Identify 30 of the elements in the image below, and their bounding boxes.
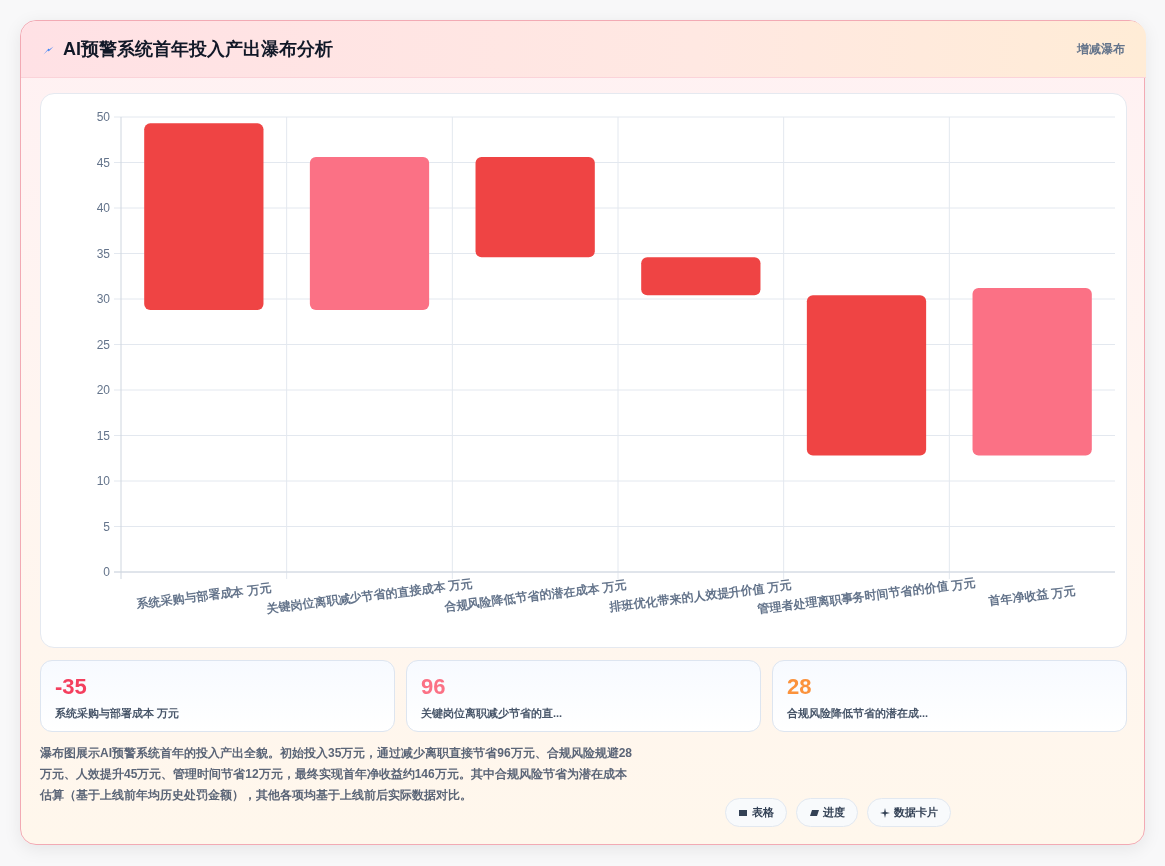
y-tick-label: 10 bbox=[96, 474, 111, 488]
text: 关键岗位离职减少节省的直... bbox=[421, 706, 563, 721]
y-tick-label: 15 bbox=[96, 428, 111, 443]
bar bbox=[972, 288, 1092, 456]
y-tick-label: 40 bbox=[96, 201, 111, 215]
y-tick-label: 30 bbox=[96, 292, 111, 306]
text: 增减瀑布 bbox=[1077, 41, 1125, 57]
text: -35 bbox=[55, 674, 87, 700]
y-tick-label: 45 bbox=[96, 155, 111, 170]
text: 28 bbox=[787, 674, 812, 700]
x-tick-label: 首年净收益 万元 bbox=[986, 583, 1077, 609]
y-tick-label: 0 bbox=[103, 565, 111, 579]
bar bbox=[309, 157, 430, 310]
chart-title: AI预警系统首年投入产出瀑布分析 bbox=[63, 38, 333, 60]
text: 系统采购与部署成本 万元 bbox=[55, 706, 180, 721]
text: 瀑布图展示AI预警系统首年的投入产出全貌。初始投入35万元，通过减少离职直接节省96万元、合规风险规避28万元、人效提升45万元、管理时间节省12万元，最终实现首年净收益约146万元。其中合规风险节省为潜在成本估算（基于上线前年均历史处罚金额），其他各项均基于上线前后实际数据对比。 bbox=[40, 745, 634, 804]
bar bbox=[144, 123, 264, 310]
text: 数据卡片 bbox=[894, 805, 938, 820]
bar bbox=[641, 257, 761, 296]
y-tick-label: 25 bbox=[96, 337, 111, 352]
y-tick-label: 50 bbox=[96, 110, 111, 124]
text: 合规风险降低节省的潜在成... bbox=[787, 706, 929, 721]
text: 进度 bbox=[823, 805, 845, 820]
y-tick-label: 5 bbox=[103, 519, 111, 534]
bar bbox=[806, 295, 927, 456]
y-tick-label: 35 bbox=[96, 246, 111, 261]
y-tick-label: 20 bbox=[96, 383, 111, 397]
bar bbox=[475, 157, 595, 258]
text: 表格 bbox=[752, 805, 774, 820]
text: 96 bbox=[421, 674, 446, 700]
